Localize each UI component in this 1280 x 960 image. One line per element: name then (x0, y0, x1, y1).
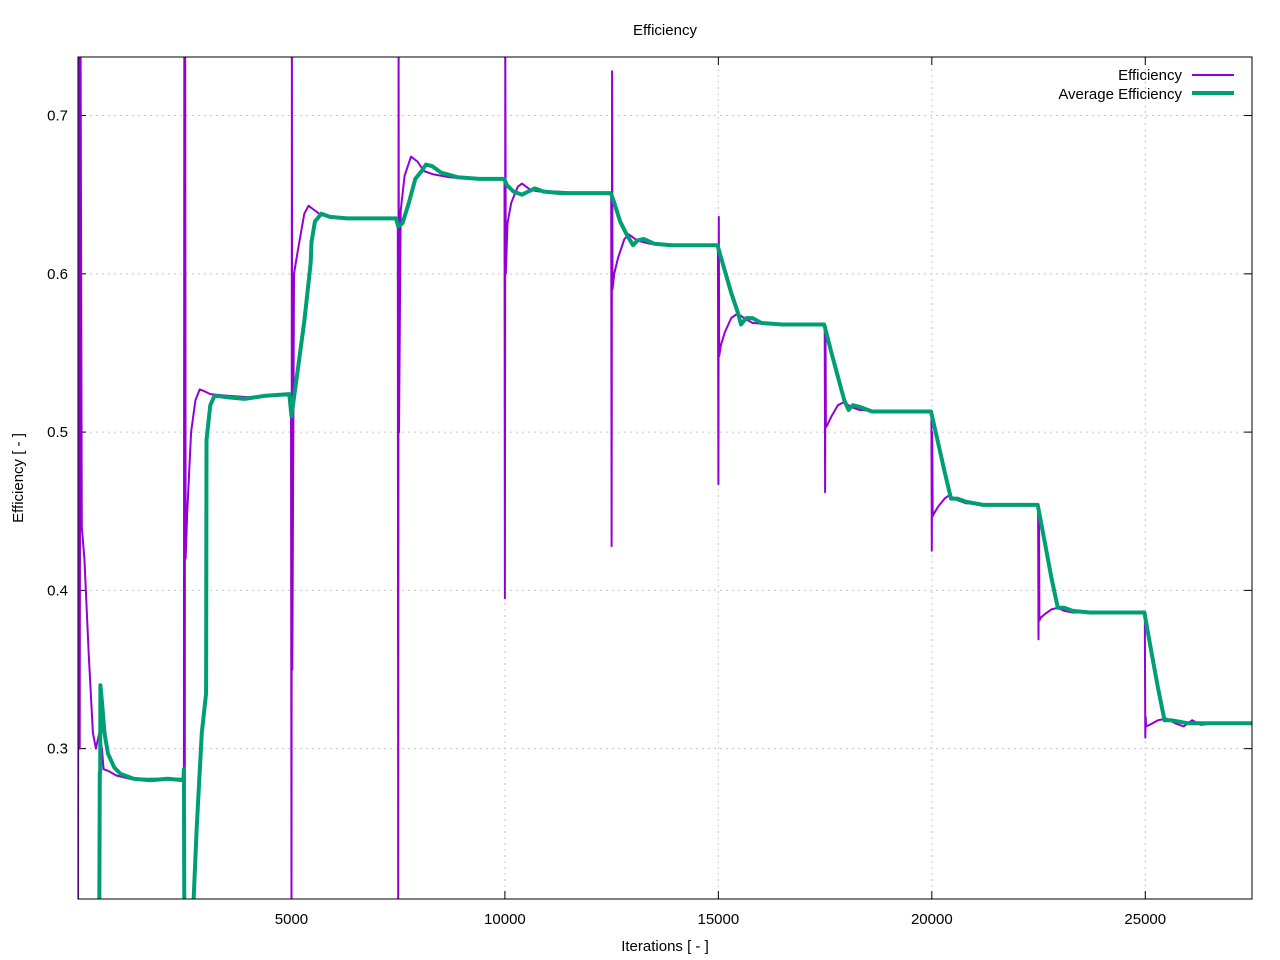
y-tick-label: 0.7 (47, 108, 68, 125)
legend: Efficiency Average Efficiency (1058, 67, 1234, 103)
x-axis-label: Iterations [ - ] (621, 938, 709, 955)
series-line-average-efficiency (97, 162, 1252, 899)
y-axis-ticks: 0.3 0.4 0.5 0.6 0.7 (47, 108, 1252, 758)
y-tick-label: 0.4 (47, 582, 68, 599)
series-line-efficiency (78, 57, 1252, 899)
x-tick-label: 20000 (911, 911, 953, 928)
legend-label-average-efficiency: Average Efficiency (1058, 86, 1182, 103)
y-axis-label: Efficiency [ - ] (10, 433, 27, 523)
chart-title: Efficiency (633, 22, 697, 39)
plot-area (78, 57, 1252, 899)
x-axis-ticks: 5000 10000 15000 20000 25000 (275, 57, 1166, 928)
y-tick-label: 0.5 (47, 424, 68, 441)
plot-border (77, 56, 1253, 900)
y-tick-label: 0.3 (47, 741, 68, 758)
legend-label-efficiency: Efficiency (1118, 67, 1182, 84)
x-tick-label: 25000 (1124, 911, 1166, 928)
y-tick-label: 0.6 (47, 266, 68, 283)
x-tick-label: 5000 (275, 911, 308, 928)
x-tick-label: 15000 (698, 911, 740, 928)
x-tick-label: 10000 (484, 911, 526, 928)
